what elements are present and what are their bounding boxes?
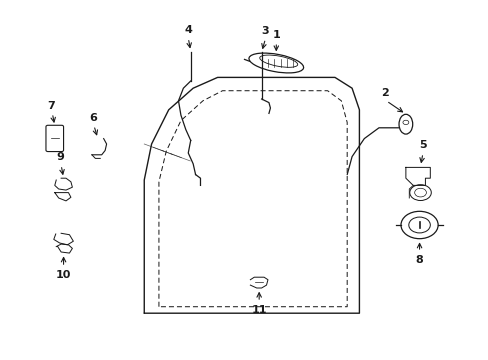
Text: 5: 5 xyxy=(418,140,426,150)
Text: 6: 6 xyxy=(89,113,97,123)
Text: 7: 7 xyxy=(47,100,55,111)
Text: 10: 10 xyxy=(56,270,71,280)
Text: 8: 8 xyxy=(415,255,423,265)
Text: 1: 1 xyxy=(272,30,280,40)
Text: 11: 11 xyxy=(251,305,266,315)
Text: 4: 4 xyxy=(184,25,192,35)
Text: 3: 3 xyxy=(261,26,269,36)
Text: 2: 2 xyxy=(381,88,388,98)
Text: 9: 9 xyxy=(56,152,64,162)
